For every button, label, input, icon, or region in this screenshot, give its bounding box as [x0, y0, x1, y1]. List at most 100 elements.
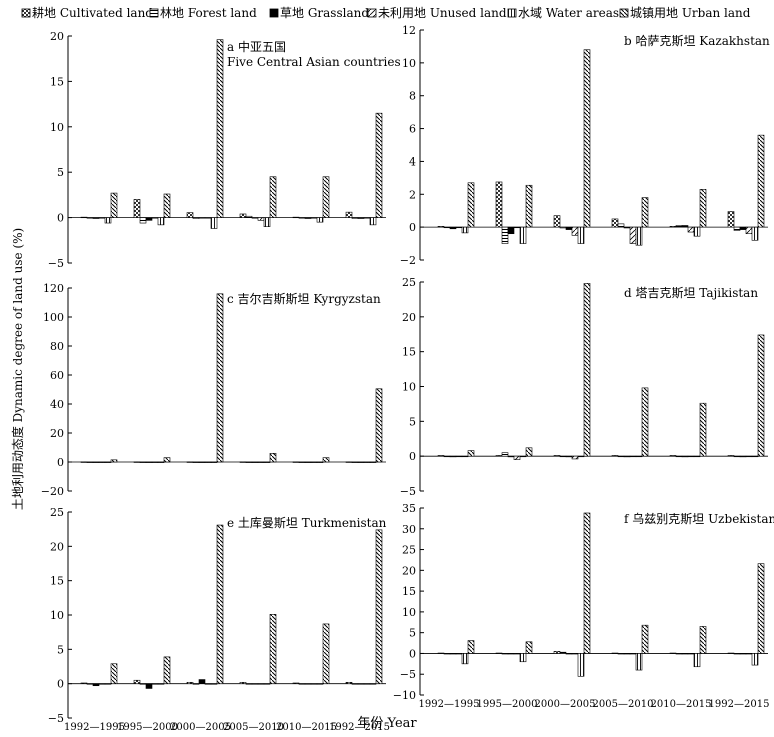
bar-forest-0	[443, 455, 451, 458]
bar-cultivated-5	[727, 455, 735, 457]
bar-cultivated-3	[611, 455, 619, 457]
y-tick-label: 20	[402, 564, 416, 577]
bar-urban-2	[216, 39, 224, 218]
bar-water-3	[263, 461, 271, 463]
bar-grassland-0	[92, 683, 100, 687]
bar-unused-5	[363, 461, 371, 463]
category-label: 1995—2000	[477, 699, 538, 710]
bar-grassland-3	[623, 455, 631, 458]
bar-water-4	[316, 217, 324, 223]
bar-grassland-5	[739, 455, 747, 458]
bar-cultivated-3	[611, 652, 619, 654]
bar-forest-5	[351, 461, 359, 463]
bar-water-4	[316, 461, 324, 463]
bar-grassland-2	[565, 455, 573, 458]
bar-forest-4	[675, 225, 683, 228]
bar-urban-3	[641, 624, 649, 654]
bar-grassland-1	[145, 461, 153, 463]
bar-unused-3	[629, 653, 637, 655]
bar-cultivated-1	[495, 181, 503, 228]
bar-grassland-5	[739, 226, 747, 230]
bar-unused-0	[98, 683, 106, 685]
bar-unused-3	[257, 217, 265, 221]
bar-cultivated-4	[292, 216, 300, 219]
bar-urban-4	[699, 626, 707, 654]
bar-grassland-3	[251, 461, 259, 463]
bar-unused-2	[571, 455, 579, 460]
chart-panel-e: −5 0 5 10 15 20 25 e 土库曼斯坦 Turkmenistan 1992—199…	[48, 506, 390, 733]
category-label: 2005—2010	[593, 699, 654, 710]
bar-forest-1	[139, 217, 147, 224]
bar-cultivated-1	[495, 455, 503, 457]
bar-grassland-4	[304, 683, 312, 685]
legend-swatch-water	[507, 8, 517, 18]
bar-cultivated-2	[186, 681, 194, 684]
bar-cultivated-3	[239, 681, 247, 684]
bar-unused-1	[151, 683, 159, 685]
bar-cultivated-0	[80, 682, 88, 684]
y-tick-label: 0	[409, 221, 416, 234]
bar-unused-4	[687, 455, 695, 458]
bar-water-4	[693, 455, 701, 458]
bar-urban-0	[467, 182, 475, 228]
bar-forest-5	[351, 217, 359, 219]
bar-urban-1	[525, 184, 533, 228]
bar-forest-3	[617, 223, 625, 228]
legend-swatch-forest	[149, 8, 159, 18]
legend-label-water: 水域 Water areas	[518, 6, 619, 20]
bar-grassland-3	[251, 217, 259, 219]
bar-water-2	[577, 455, 585, 458]
bar-water-0	[104, 683, 112, 685]
bar-cultivated-3	[611, 218, 619, 228]
bar-unused-2	[204, 461, 212, 463]
chart-legend: 耕地 Cultivated land 林地 Forest land 草地 Grass…	[21, 5, 751, 20]
y-tick-label: 10	[402, 606, 416, 619]
y-tick-label: 0	[57, 212, 64, 225]
bar-urban-1	[163, 457, 171, 463]
bar-cultivated-0	[80, 216, 88, 219]
y-tick-label: 5	[57, 166, 64, 179]
bar-urban-2	[216, 293, 224, 463]
y-tick-label: 15	[50, 575, 64, 588]
y-tick-label: 10	[50, 121, 64, 134]
bar-forest-0	[443, 226, 451, 229]
bar-water-5	[369, 217, 377, 226]
bar-cultivated-1	[133, 199, 141, 218]
bar-forest-5	[733, 226, 741, 231]
panel-subtitle: Five Central Asian countries	[227, 55, 401, 69]
bar-grassland-1	[507, 455, 515, 458]
bar-forest-0	[86, 683, 94, 685]
bar-unused-2	[571, 226, 579, 236]
panel-title: e 土库曼斯坦 Turkmenistan	[227, 515, 387, 530]
legend-label-grassland: 草地 Grassland	[280, 6, 369, 20]
y-tick-label: −5	[48, 712, 64, 725]
bar-urban-1	[525, 641, 533, 654]
bar-grassland-2	[198, 217, 206, 219]
bar-forest-5	[733, 653, 741, 655]
y-tick-label: 25	[402, 276, 416, 289]
bar-cultivated-5	[345, 681, 353, 684]
bar-unused-3	[257, 683, 265, 685]
bar-urban-2	[583, 512, 591, 654]
bar-water-1	[519, 653, 527, 663]
bar-cultivated-4	[669, 226, 677, 228]
bar-cultivated-4	[669, 455, 677, 457]
bar-water-1	[519, 455, 527, 458]
bar-cultivated-0	[437, 652, 445, 654]
panel-title: b 哈萨克斯坦 Kazakhstan	[624, 34, 770, 48]
bar-forest-4	[298, 461, 306, 463]
bar-unused-0	[98, 217, 106, 219]
y-tick-label: 20	[402, 311, 416, 324]
bar-forest-2	[559, 226, 567, 229]
bar-cultivated-1	[495, 652, 503, 654]
bar-forest-4	[298, 683, 306, 685]
bar-forest-2	[192, 217, 200, 219]
bar-water-1	[157, 683, 165, 685]
y-tick-label: 5	[409, 627, 416, 640]
bar-unused-2	[204, 683, 212, 685]
y-tick-label: −2	[400, 254, 416, 267]
y-tick-label: 4	[409, 155, 416, 168]
bar-grassland-1	[507, 653, 515, 655]
bar-water-3	[635, 455, 643, 458]
